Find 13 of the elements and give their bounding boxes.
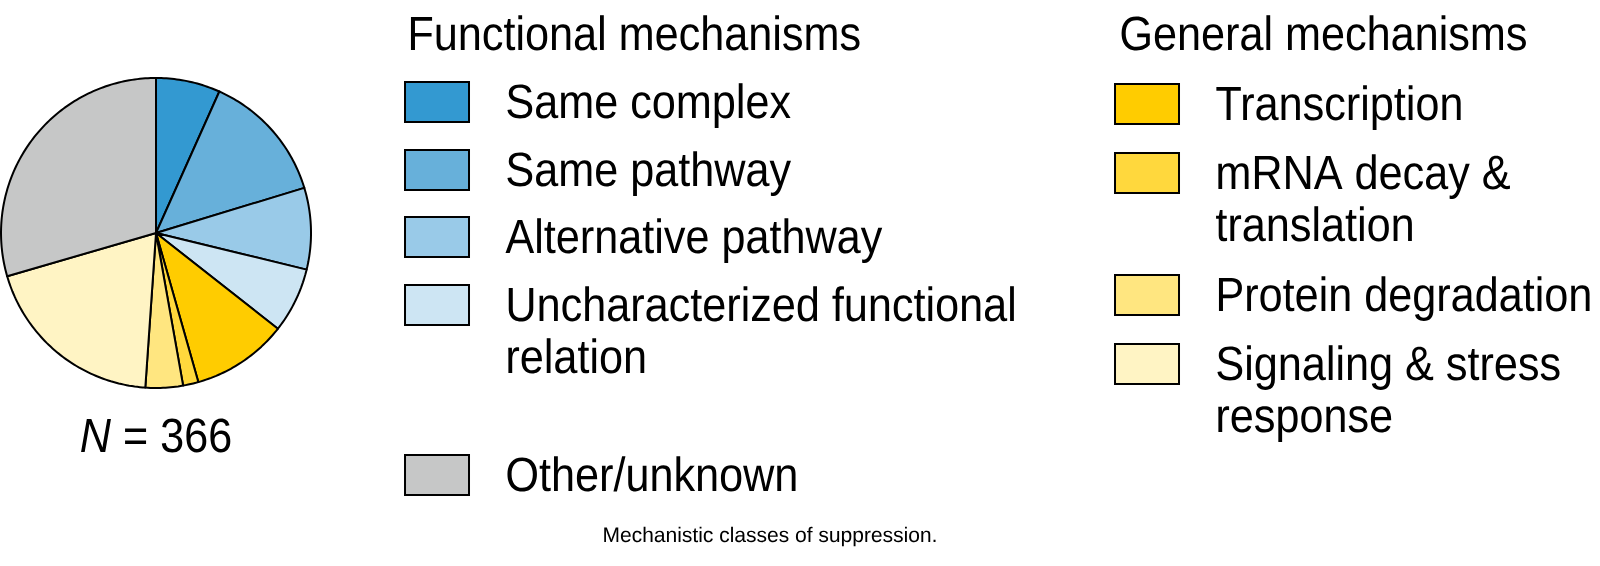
legend-label: Uncharacterized functional relation [508, 286, 1014, 374]
text: General mechanisms [1121, 15, 1526, 51]
legend-label: Other/unknown [507, 456, 796, 492]
text: Functional mechanisms [410, 15, 860, 51]
text: Mechanistic classes of suppression. [604, 526, 936, 547]
legend-label: Signaling & stress response [1217, 345, 1560, 442]
legend-label: Same pathway [507, 151, 791, 196]
legend-label: mRNA decay & translation [1216, 154, 1510, 242]
text: N = 366 [81, 418, 231, 453]
legend-label: Alternative pathway [505, 218, 883, 263]
legend-label: Transcription [1216, 85, 1461, 130]
legend-label: Same complex [507, 83, 791, 128]
legend-label: Protein degradation [1218, 276, 1590, 321]
